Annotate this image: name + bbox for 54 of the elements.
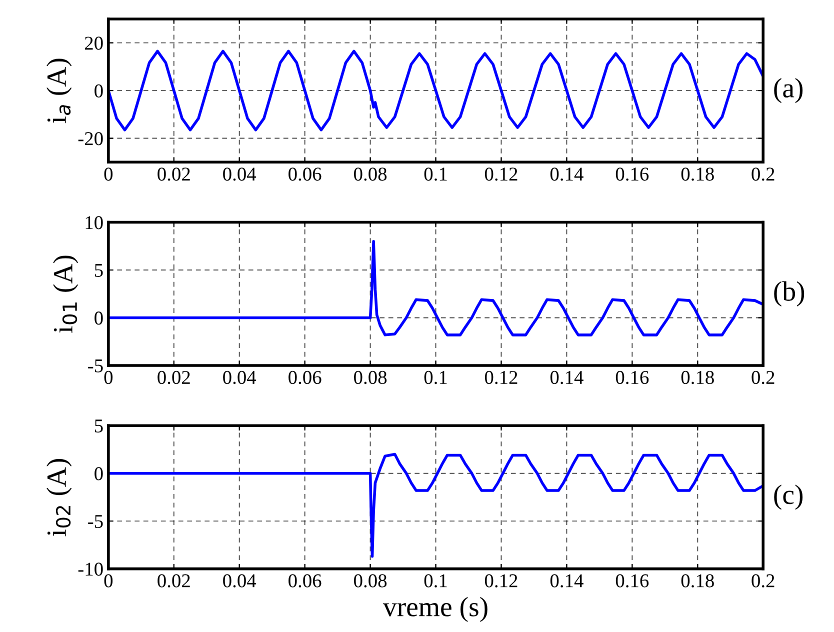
text: (b)	[774, 281, 804, 306]
x-tick-label: 0.16	[616, 574, 649, 588]
x-tick-label: 0.2	[752, 574, 774, 588]
x-tick-label: 0	[104, 168, 113, 181]
x-tick-label: 0.18	[681, 370, 714, 384]
x-tick-label: 0.16	[616, 168, 649, 181]
line-series	[108, 50, 764, 132]
y-axis-title: i$_{a}$ (A)	[46, 58, 72, 124]
x-tick-label: 0.02	[158, 370, 190, 384]
text: (a)	[774, 78, 803, 104]
y-tick-label: 20	[84, 36, 103, 50]
x-tick-label: 0.08	[354, 574, 387, 588]
y-axis-title: i$_{01}$ (A)	[53, 256, 78, 333]
y-tick-label: 0	[94, 467, 103, 480]
x-tick-label: 0.14	[550, 168, 584, 181]
x-tick-label: 0	[104, 370, 113, 384]
text: (c)	[774, 484, 803, 510]
x-tick-label: 0.04	[223, 370, 256, 384]
x-tick-label: 0.08	[354, 370, 387, 384]
x-axis-title: vreme (s)	[382, 596, 488, 622]
y-tick-label: -10	[78, 562, 103, 576]
y-tick-label: 5	[94, 264, 103, 277]
x-tick-label: 0.02	[158, 168, 190, 181]
x-tick-label: 0.12	[484, 370, 518, 384]
x-tick-label: 0.1	[424, 168, 447, 181]
x-tick-label: 0.02	[158, 574, 190, 588]
x-tick-label: 0.2	[752, 168, 774, 181]
x-tick-label: 0.06	[288, 168, 322, 181]
x-tick-label: 0.04	[223, 574, 256, 588]
x-tick-label: 0.12	[484, 574, 518, 588]
y-tick-label: 0	[94, 84, 103, 98]
x-tick-label: 0.16	[616, 370, 649, 384]
y-tick-label: 0	[94, 312, 103, 325]
line-series	[108, 240, 764, 336]
y-tick-label: -20	[78, 132, 103, 146]
x-tick-label: 0.04	[223, 168, 256, 181]
x-tick-label: 0	[104, 574, 113, 588]
line-series	[108, 452, 764, 558]
x-tick-label: 0.12	[484, 168, 518, 181]
x-tick-label: 0.18	[681, 168, 714, 181]
x-tick-label: 0.08	[354, 168, 387, 181]
y-tick-label: -5	[88, 515, 103, 528]
x-tick-label: 0.06	[288, 574, 322, 588]
x-tick-label: 0.06	[288, 370, 322, 384]
x-tick-label: 0.1	[424, 574, 447, 588]
x-tick-label: 0.14	[550, 574, 584, 588]
y-tick-label: 10	[86, 216, 103, 230]
x-tick-label: 0.14	[550, 370, 584, 384]
y-axis-title: i$_{02}$ (A)	[46, 459, 72, 536]
y-tick-label: 5	[94, 420, 103, 433]
x-tick-label: 0.1	[424, 370, 447, 384]
x-tick-label: 0.2	[752, 370, 774, 384]
y-tick-label: -5	[88, 359, 103, 372]
x-tick-label: 0.18	[681, 574, 714, 588]
